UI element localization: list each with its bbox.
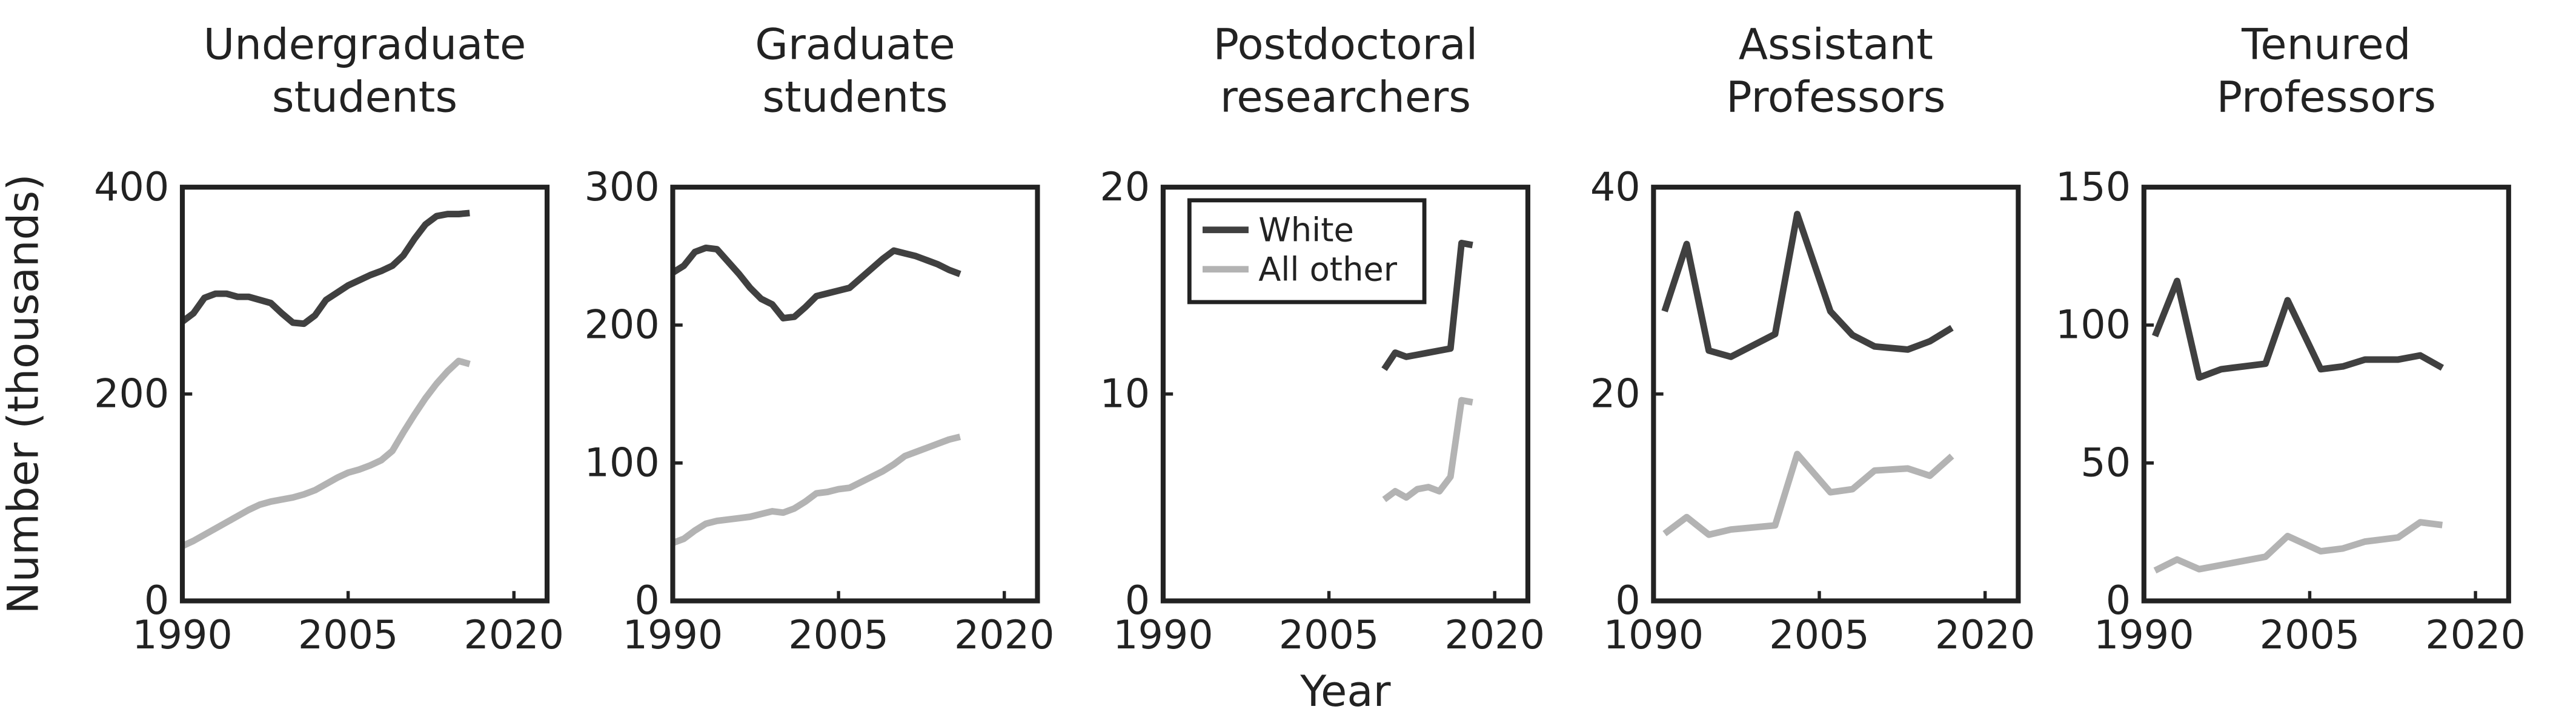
y-tick-label: 100 — [585, 440, 660, 486]
x-tick-label: 2005 — [298, 613, 399, 658]
series-line — [1662, 450, 1954, 538]
panel-title: students — [762, 72, 948, 122]
series-line — [671, 244, 961, 321]
x-tick-label: 1090 — [1604, 613, 1704, 658]
series-line — [181, 357, 471, 549]
x-tick-label: 2005 — [1279, 613, 1379, 658]
panel-title: Professors — [2217, 72, 2436, 122]
y-tick-label: 50 — [2080, 440, 2131, 486]
panel-title: students — [272, 72, 457, 122]
y-axis-label: Number (thousands) — [0, 174, 48, 614]
y-tick-label: 0 — [1125, 578, 1150, 624]
legend-label: All other — [1258, 251, 1398, 289]
y-tick-label: 20 — [1590, 372, 1641, 417]
y-tick-label: 40 — [1590, 165, 1641, 210]
panel-title: Tenured — [2241, 20, 2411, 70]
y-tick-label: 100 — [2056, 303, 2131, 348]
y-tick-label: 0 — [634, 578, 659, 624]
x-tick-label: 1990 — [623, 613, 723, 658]
y-tick-label: 20 — [1100, 165, 1150, 210]
series-line — [1381, 239, 1473, 371]
legend-box — [1187, 198, 1427, 305]
y-tick-label: 0 — [2106, 578, 2131, 624]
axes-frame — [1160, 185, 1530, 604]
series-line — [180, 209, 470, 328]
x-tick-label: 1990 — [1113, 613, 1213, 658]
series-line — [1382, 397, 1473, 502]
y-tick-label: 10 — [1100, 372, 1150, 417]
x-tick-label: 2005 — [2260, 613, 2360, 658]
x-tick-label: 1990 — [2094, 613, 2194, 658]
x-tick-label: 2020 — [954, 613, 1055, 658]
panel-title: Professors — [1726, 72, 1945, 122]
panel-title: Postdoctoral — [1213, 20, 1478, 70]
axes-frame — [2141, 185, 2511, 604]
panel-title: researchers — [1220, 72, 1471, 122]
series-line — [671, 433, 961, 546]
y-tick-label: 0 — [1615, 578, 1640, 624]
panel-title: Assistant — [1739, 20, 1933, 70]
legend-label: White — [1258, 211, 1354, 249]
x-axis-label: Year — [1300, 667, 1390, 715]
series-line — [2152, 277, 2445, 381]
y-tick-label: 0 — [144, 578, 169, 624]
panel-title: Graduate — [755, 20, 955, 70]
y-tick-label: 200 — [585, 303, 660, 348]
y-tick-label: 200 — [94, 372, 169, 417]
y-tick-label: 300 — [585, 165, 660, 210]
x-tick-label: 2020 — [2425, 613, 2526, 658]
y-tick-label: 150 — [2056, 165, 2131, 210]
series-line — [2153, 519, 2443, 574]
x-tick-label: 2020 — [463, 613, 564, 658]
panel-title: Undergraduate — [204, 20, 526, 70]
series-line — [1661, 211, 1954, 360]
x-tick-label: 2005 — [1769, 613, 1870, 658]
y-tick-label: 400 — [94, 165, 169, 210]
axes-frame — [179, 185, 550, 604]
x-tick-label: 1990 — [132, 613, 233, 658]
x-tick-label: 2020 — [1935, 613, 2036, 658]
x-tick-label: 2005 — [788, 613, 889, 658]
x-tick-label: 2020 — [1444, 613, 1545, 658]
axes-frame — [670, 185, 1040, 604]
axes-frame — [1651, 185, 2021, 604]
